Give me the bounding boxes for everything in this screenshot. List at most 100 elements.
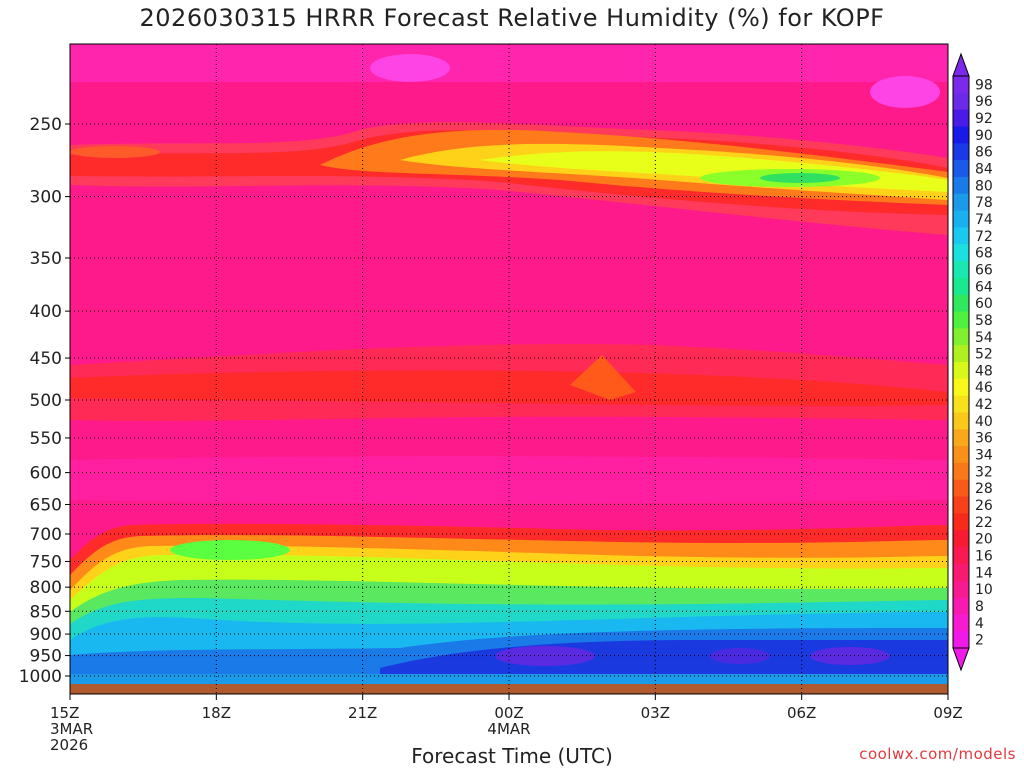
- colorbar-tick-label: 64: [975, 279, 993, 295]
- colorbar-swatch: [953, 109, 969, 127]
- colorbar-tick-label: 74: [975, 212, 993, 228]
- x-tick-label: 18Z: [202, 704, 231, 722]
- colorbar-tick-label: 90: [975, 128, 993, 144]
- rh-layer-mid: [570, 355, 636, 400]
- rh-dry-patch: [370, 54, 450, 82]
- y-tick-label: 950: [30, 647, 62, 667]
- colorbar-swatch: [953, 580, 969, 599]
- colorbar-swatch: [953, 126, 969, 144]
- colorbar-tick-label: 52: [975, 347, 993, 363]
- colorbar-tick-label: 28: [975, 481, 993, 497]
- colorbar-tick-label: 48: [975, 363, 993, 379]
- colorbar-tick-label: 72: [975, 229, 993, 245]
- colorbar-tick-label: 16: [975, 548, 993, 564]
- colorbar-tick-label: 4: [975, 616, 984, 632]
- x-tick-label: 03Z: [641, 704, 670, 722]
- credit-text: coolwx.com/models: [859, 745, 1016, 763]
- colorbar-swatch: [953, 496, 969, 514]
- rh-max-moist: [495, 646, 595, 666]
- colorbar-tick-label: 20: [975, 532, 993, 548]
- colorbar-tick-label: 8: [975, 599, 984, 615]
- x-tick-label: 09Z: [933, 704, 962, 722]
- chart-title: 2026030315 HRRR Forecast Relative Humidi…: [139, 4, 885, 32]
- colorbar-arrow-top: [952, 52, 970, 77]
- colorbar-tick-label: 96: [975, 94, 993, 110]
- colorbar-swatch: [953, 378, 969, 397]
- rh-dry-upper: [70, 44, 948, 82]
- x-tick-label: 2026: [50, 736, 88, 754]
- colorbar-swatch: [953, 143, 969, 161]
- colorbar-tick-label: 32: [975, 464, 993, 480]
- colorbar-swatch: [953, 294, 969, 313]
- y-tick-label: 450: [30, 349, 62, 369]
- colorbar-swatch: [953, 345, 969, 363]
- colorbar-swatch: [953, 362, 969, 380]
- y-tick-label: 700: [30, 525, 62, 545]
- colorbar-swatch: [953, 597, 969, 615]
- colorbar-tick-label: 46: [975, 380, 993, 396]
- colorbar-tick-label: 36: [975, 431, 993, 447]
- colorbar-tick-label: 80: [975, 178, 993, 194]
- colorbar-tick-label: 58: [975, 313, 993, 329]
- y-tick-label: 1000: [19, 667, 62, 687]
- y-tick-label: 400: [30, 302, 62, 322]
- colorbar-swatch: [953, 462, 969, 481]
- colorbar-swatch: [953, 614, 969, 632]
- rh-dry-patch: [870, 76, 940, 108]
- colorbar-arrow-bottom: [952, 647, 970, 672]
- colorbar-tick-label: 84: [975, 162, 993, 178]
- y-tick-label: 300: [30, 188, 62, 208]
- colorbar-swatch: [953, 311, 969, 329]
- y-tick-label: 800: [30, 578, 62, 598]
- y-tick-label: 250: [30, 115, 62, 135]
- rh-max-moist: [710, 648, 770, 664]
- x-tick-label: 3MAR: [50, 720, 93, 738]
- colorbar-swatch: [953, 193, 969, 212]
- colorbar-swatch: [953, 412, 969, 430]
- colorbar-swatch: [953, 563, 969, 582]
- rh-boundary-layer: [170, 540, 290, 560]
- colorbar-tick-label: 92: [975, 111, 993, 127]
- colorbar-swatch: [953, 210, 969, 228]
- colorbar-tick-label: 54: [975, 330, 993, 346]
- rh-near-surface: [70, 674, 948, 684]
- colorbar-tick-label: 66: [975, 262, 993, 278]
- colorbar-swatch: [953, 429, 969, 447]
- grid: [70, 44, 948, 694]
- x-tick-label: 06Z: [787, 704, 816, 722]
- colorbar-swatch: [953, 328, 969, 346]
- x-tick-label: 21Z: [348, 704, 377, 722]
- colorbar-tick-label: 26: [975, 498, 993, 514]
- y-tick-label: 650: [30, 495, 62, 515]
- x-tick-label: 00Z: [494, 704, 523, 722]
- rh-layer-upper-moist: [70, 146, 160, 158]
- x-tick-label: 4MAR: [487, 720, 530, 738]
- colorbar-tick-label: 40: [975, 414, 993, 430]
- colorbar-swatch: [953, 244, 969, 262]
- colorbar-tick-label: 60: [975, 296, 993, 312]
- colorbar-swatch: [953, 395, 969, 413]
- colorbar-tick-label: 14: [975, 565, 993, 581]
- y-tick-label: 350: [30, 249, 62, 269]
- y-tick-label: 900: [30, 625, 62, 645]
- colorbar-tick-label: 68: [975, 246, 993, 262]
- colorbar-swatch: [953, 277, 969, 296]
- colorbar-tick-label: 34: [975, 448, 993, 464]
- y-tick-label: 750: [30, 552, 62, 572]
- y-tick-label: 550: [30, 429, 62, 449]
- y-tick-label: 850: [30, 602, 62, 622]
- colorbar-frame: [952, 75, 970, 649]
- colorbar-swatch: [953, 530, 969, 548]
- x-axis-label: Forecast Time (UTC): [411, 744, 613, 768]
- y-tick-label: 600: [30, 464, 62, 484]
- colorbar-swatch: [953, 261, 969, 279]
- colorbar-tick-label: 98: [975, 77, 993, 93]
- colorbar-swatch: [953, 160, 969, 178]
- colorbar-swatch: [953, 547, 969, 565]
- colorbar-tick-label: 86: [975, 145, 993, 161]
- colorbar-tick-label: 22: [975, 515, 993, 531]
- y-tick-label: 500: [30, 391, 62, 411]
- colorbar-tick-label: 78: [975, 195, 993, 211]
